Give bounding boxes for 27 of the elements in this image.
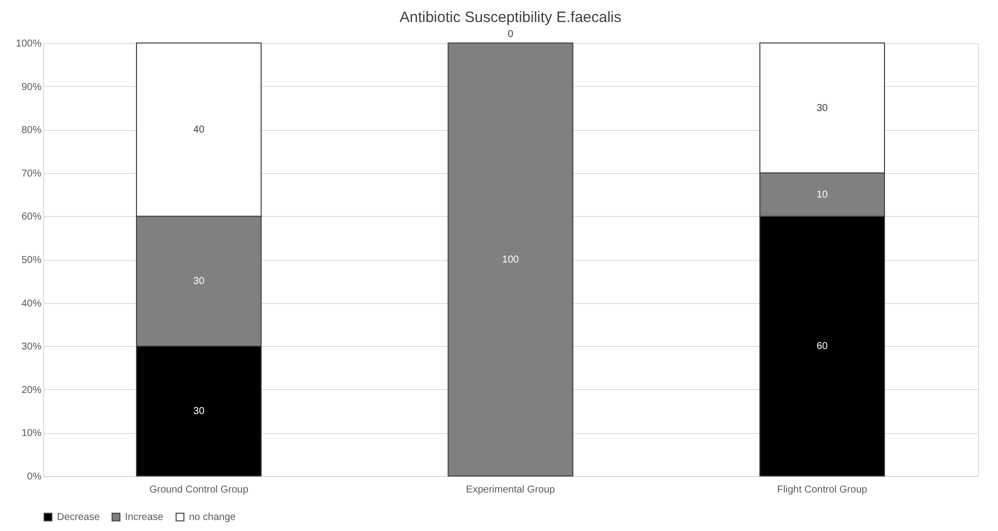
y-tick-label: 30% (21, 342, 42, 353)
data-label: 40 (193, 124, 205, 136)
legend-label: Decrease (57, 512, 100, 524)
y-tick-label: 100% (16, 38, 42, 50)
data-label: 30 (816, 102, 828, 114)
chart-title: Antibiotic Susceptibility E.faecalis (400, 9, 622, 26)
y-tick-label: 10% (21, 428, 42, 440)
data-label: 30 (193, 276, 205, 288)
data-label: 60 (816, 341, 828, 352)
y-tick-label: 20% (21, 384, 42, 396)
y-tick-label: 40% (21, 298, 42, 310)
data-label: 100 (502, 254, 520, 266)
y-tick-label: 90% (21, 82, 42, 93)
x-tick-label: Ground Control Group (149, 484, 249, 496)
x-tick-label: Flight Control Group (777, 484, 868, 496)
legend-label: Increase (125, 512, 164, 524)
data-label: 30 (193, 406, 205, 418)
data-label: 10 (816, 190, 828, 201)
y-tick-label: 0% (27, 472, 42, 482)
data-label: 0 (508, 29, 514, 40)
y-tick-label: 50% (21, 255, 42, 266)
y-tick-label: 60% (21, 212, 42, 223)
y-tick-label: 70% (21, 168, 42, 180)
bar (448, 42, 574, 476)
x-tick-label: Experimental Group (466, 484, 556, 496)
legend-label: no change (189, 512, 236, 524)
y-tick-label: 80% (21, 125, 42, 136)
